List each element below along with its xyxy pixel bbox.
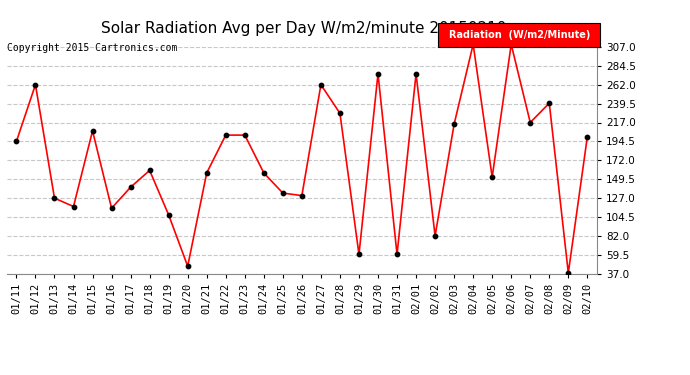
- Point: [11, 138, 22, 144]
- Point: [411, 71, 422, 77]
- Point: [524, 120, 535, 126]
- Point: [125, 184, 136, 190]
- Text: Solar Radiation Avg per Day W/m2/minute 20150210: Solar Radiation Avg per Day W/m2/minute …: [101, 21, 506, 36]
- Point: [391, 251, 402, 257]
- Point: [335, 110, 346, 116]
- Point: [486, 174, 497, 180]
- Point: [49, 195, 60, 201]
- Point: [582, 134, 593, 140]
- Point: [373, 71, 384, 77]
- Point: [87, 128, 98, 134]
- Point: [30, 82, 41, 88]
- Point: [258, 170, 269, 176]
- Point: [106, 205, 117, 211]
- Point: [506, 41, 517, 47]
- Point: [430, 233, 441, 239]
- Point: [468, 41, 479, 47]
- Point: [315, 82, 326, 88]
- Point: [239, 132, 250, 138]
- Point: [163, 212, 174, 218]
- Text: Copyright 2015 Cartronics.com: Copyright 2015 Cartronics.com: [7, 43, 177, 53]
- Point: [353, 251, 364, 257]
- Point: [201, 170, 213, 176]
- Point: [277, 190, 288, 196]
- Text: Radiation  (W/m2/Minute): Radiation (W/m2/Minute): [448, 30, 590, 40]
- Point: [563, 270, 574, 276]
- Point: [144, 167, 155, 173]
- Point: [220, 132, 231, 138]
- Point: [448, 121, 460, 127]
- Point: [182, 263, 193, 269]
- Point: [297, 193, 308, 199]
- Point: [68, 204, 79, 210]
- Point: [544, 100, 555, 106]
